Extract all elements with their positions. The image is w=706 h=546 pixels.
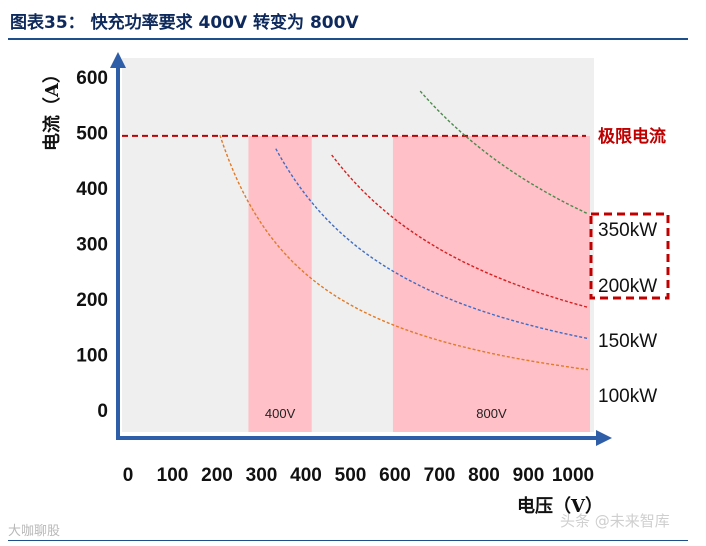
series-label-200kW: 200kW (598, 276, 657, 297)
series-200kW (331, 154, 589, 308)
x-tick-label: 600 (379, 465, 411, 486)
y-tick-label: 500 (76, 124, 108, 145)
y-tick-label: 0 (97, 401, 108, 422)
band-400V (248, 135, 312, 432)
series-150kW (275, 148, 589, 340)
series-label-100kW: 100kW (598, 386, 657, 407)
series-350kW (419, 90, 589, 215)
y-tick-label: 200 (76, 290, 108, 311)
title-rule (8, 38, 688, 40)
y-axis-title: 电流（A） (41, 65, 63, 151)
x-tick-label: 200 (201, 465, 233, 486)
series-100kW (219, 134, 589, 371)
watermark-right: 头条 @未来智库 (560, 512, 670, 530)
x-tick-label: 700 (424, 465, 456, 486)
x-tick-label: 500 (335, 465, 367, 486)
figure-title: 图表35： 快充功率要求 400V 转变为 800V (10, 13, 359, 33)
x-tick-label: 400 (290, 465, 322, 486)
band-label-400V: 400V (265, 406, 296, 421)
highlight-box (589, 212, 670, 300)
series-label-150kW: 150kW (598, 331, 657, 352)
band-800V (392, 135, 590, 432)
y-tick-label: 300 (76, 235, 108, 256)
x-tick-label: 1000 (552, 465, 594, 486)
bottom-rule (8, 540, 688, 541)
x-tick-label: 300 (246, 465, 278, 486)
x-tick-label: 100 (157, 465, 189, 486)
y-tick-label: 100 (76, 346, 108, 367)
x-tick-label: 0 (123, 465, 134, 486)
watermark-left: 大咖聊股 (8, 524, 61, 539)
x-axis-title: 电压（V） (517, 495, 603, 517)
series-label-350kW: 350kW (598, 220, 657, 241)
x-axis-arrow (596, 430, 612, 446)
limit-line-label: 极限电流 (598, 126, 666, 147)
x-tick-label: 900 (513, 465, 545, 486)
band-label-800V: 800V (476, 406, 507, 421)
y-axis-arrow (110, 52, 126, 68)
y-tick-label: 600 (76, 68, 108, 89)
x-tick-label: 800 (468, 465, 500, 486)
y-tick-label: 400 (76, 179, 108, 200)
